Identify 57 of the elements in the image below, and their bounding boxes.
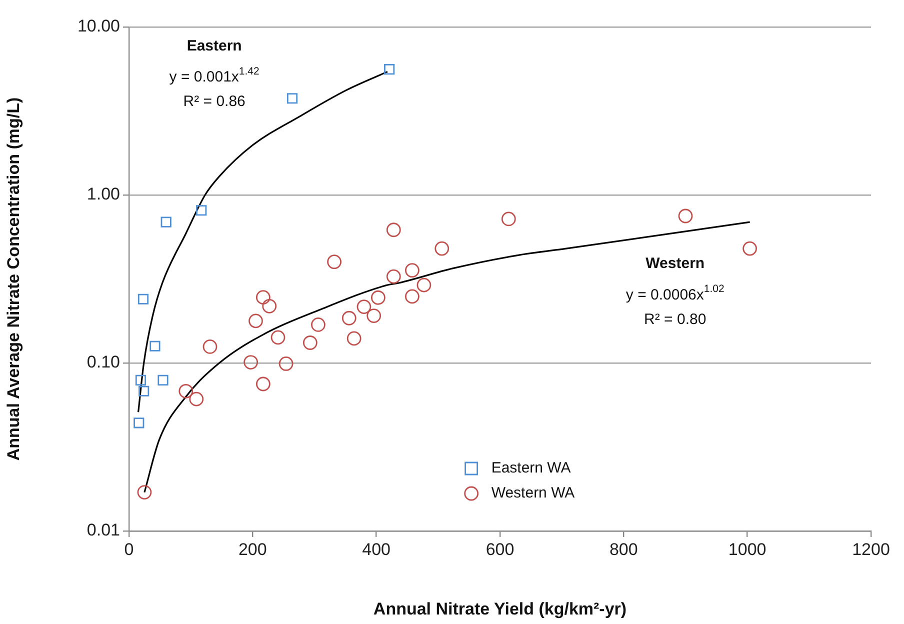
legend-label: Eastern WA [491,460,571,477]
point [137,485,152,500]
point [150,340,160,352]
point [286,93,298,104]
point [135,374,146,386]
annotation: R² = 0.86 [183,93,246,110]
point [202,340,218,354]
legend-label: Western WA [491,484,575,502]
point [138,386,150,396]
point [278,356,294,371]
point [160,216,172,228]
point [327,254,342,270]
point [178,384,194,398]
point [342,310,356,326]
x-tick-label: 0 [124,540,134,559]
annotation: R² = 0.80 [644,310,706,328]
annotation: Western [646,255,705,272]
y-axis-title: Annual Average Nitrate Concentration (mg/L) [4,97,23,461]
point [134,418,144,428]
point [384,64,395,75]
point [386,222,401,238]
annotation: Eastern [186,37,242,54]
y-tick-label: 0.01 [86,520,120,540]
point [256,290,270,305]
x-tick-label: 1000 [728,540,766,559]
point [302,336,318,350]
point [501,212,516,226]
x-tick-label: 1200 [852,540,890,559]
point [262,298,277,314]
point [196,205,207,216]
point [244,355,258,370]
point [404,289,420,304]
x-tick-label: 200 [238,540,267,559]
point [404,263,420,278]
point [346,331,362,346]
point [678,208,693,224]
point [189,392,204,406]
point [742,241,758,256]
y-tick-label: 0.10 [86,352,120,372]
point [158,374,168,386]
x-axis-title: Annual Nitrate Yield (kg/km²-yr) [373,599,627,618]
x-tick-label: 600 [486,540,514,559]
point [311,318,326,332]
point [386,269,401,284]
y-tick-label: 1.00 [86,184,120,204]
point [416,278,432,292]
point [138,294,149,304]
x-tick-label: 400 [362,540,391,559]
point [356,300,372,314]
point [248,314,263,328]
point [270,330,286,345]
point [256,376,270,392]
point [366,308,382,323]
y-tick-label: 10.00 [77,16,120,36]
point [434,241,450,256]
point [370,290,386,305]
x-tick-label: 800 [609,540,638,559]
